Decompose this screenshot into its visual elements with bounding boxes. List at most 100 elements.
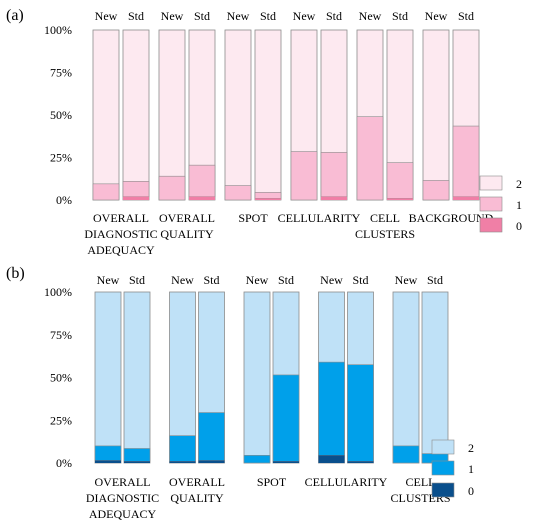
- bar-std-score-0: [387, 198, 413, 200]
- bar-new-score-1: [169, 435, 196, 462]
- y-tick-label: 25%: [50, 151, 72, 165]
- bar-new-score-0: [169, 461, 196, 463]
- category-label: CELL: [370, 211, 400, 225]
- column-label-new: New: [97, 273, 120, 287]
- column-label-new: New: [395, 273, 418, 287]
- category-label: CLUSTERS: [355, 227, 415, 241]
- panel-label: (b): [6, 265, 25, 282]
- bar-new-score-1: [318, 361, 345, 456]
- y-tick-label: 100%: [44, 23, 72, 37]
- y-tick-label: 100%: [44, 285, 72, 299]
- bar-std-score-1: [272, 374, 300, 462]
- y-tick-label: 0%: [56, 456, 72, 470]
- bar-new-score-2: [224, 29, 252, 201]
- bar-std-score-2: [123, 291, 151, 464]
- bar-std-score-1: [198, 412, 225, 461]
- column-label-std: Std: [458, 9, 474, 23]
- bar-new-score-2: [94, 291, 122, 464]
- category-label: SPOT: [238, 211, 268, 225]
- bar-std-score-1: [254, 192, 282, 199]
- y-tick-label: 50%: [50, 371, 72, 385]
- category-label: OVERALL: [95, 475, 151, 489]
- bar-new-score-2: [158, 29, 186, 201]
- bar-std-score-0: [453, 196, 479, 200]
- legend-swatch-0: [479, 217, 503, 233]
- y-tick-label: 75%: [50, 328, 72, 342]
- category-label: DIAGNOSTIC: [86, 491, 159, 505]
- legend-swatch-1: [431, 460, 455, 476]
- bar-std-score-2: [421, 291, 449, 464]
- category-label: CELLULARITY: [278, 211, 361, 225]
- column-label-new: New: [171, 273, 194, 287]
- legend-label-1: 1: [468, 462, 474, 476]
- bar-new-score-2: [92, 29, 120, 201]
- column-label-new: New: [161, 9, 184, 23]
- category-label: ADEQUACY: [89, 507, 157, 521]
- category-label: QUALITY: [170, 491, 224, 505]
- category-label: SPOT: [257, 475, 287, 489]
- column-label-new: New: [425, 9, 448, 23]
- column-label-std: Std: [278, 273, 294, 287]
- legend-label-2: 2: [468, 441, 474, 455]
- category-label: DIAGNOSTIC: [84, 227, 157, 241]
- bar-new-score-1: [92, 183, 120, 201]
- y-tick-label: 0%: [56, 193, 72, 207]
- bar-std-score-1: [320, 152, 348, 197]
- bar-new-score-2: [169, 291, 196, 464]
- column-label-std: Std: [392, 9, 408, 23]
- bar-std-score-0: [321, 196, 347, 200]
- column-label-std: Std: [352, 273, 368, 287]
- bar-new-score-0: [318, 455, 345, 463]
- bar-std-score-1: [386, 162, 414, 199]
- column-label-std: Std: [194, 9, 210, 23]
- panel-label: (a): [6, 7, 24, 24]
- column-label-std: Std: [326, 9, 342, 23]
- legend-swatch-2: [479, 175, 503, 191]
- chart-panel-b: (b) 0% 25% 50% 75% 100% New Std OVERALL DIAGNOSTI…: [6, 265, 474, 521]
- column-label-new: New: [246, 273, 269, 287]
- legend-swatch-0: [431, 482, 455, 498]
- column-label-new: New: [95, 9, 118, 23]
- bar-std-score-0: [123, 196, 149, 200]
- bar-std-score-0: [255, 198, 281, 200]
- bar-new-score-1: [158, 175, 186, 201]
- category-label: CELLULARITY: [305, 475, 388, 489]
- legend-swatch-1: [479, 196, 503, 212]
- column-label-new: New: [359, 9, 382, 23]
- bar-new-score-1: [94, 445, 122, 461]
- chart-panel-a: (a) 0% 25% 50% 75% 100% New Std OVERALL DIAGNOSTI…: [6, 7, 522, 257]
- legend-label-0: 0: [516, 219, 522, 233]
- column-label-new: New: [320, 273, 343, 287]
- bar-std-score-2: [122, 29, 150, 201]
- bar-new-score-1: [243, 455, 271, 464]
- bar-new-score-2: [243, 291, 271, 464]
- bar-new-score-1: [422, 180, 450, 201]
- y-tick-label: 75%: [50, 66, 72, 80]
- legend-label-1: 1: [516, 198, 522, 212]
- category-label: CELL: [406, 475, 436, 489]
- bar-std-score-0: [198, 460, 225, 463]
- bar-std-score-1: [452, 125, 480, 197]
- category-label: BACKGROUND: [409, 211, 494, 225]
- legend-swatch-2: [431, 439, 455, 455]
- bar-new-score-2: [392, 291, 420, 464]
- bar-new-score-1: [392, 445, 420, 464]
- bar-new-score-0: [95, 460, 121, 463]
- column-label-new: New: [293, 9, 316, 23]
- bar-std-score-1: [123, 448, 151, 462]
- bar-std-score-0: [189, 196, 215, 200]
- column-label-std: Std: [260, 9, 276, 23]
- bar-std-score-1: [347, 364, 374, 462]
- column-label-std: Std: [427, 273, 443, 287]
- y-tick-label: 50%: [50, 108, 72, 122]
- bar-std-score-2: [254, 29, 282, 201]
- column-label-std: Std: [128, 9, 144, 23]
- category-label: OVERALL: [93, 211, 149, 225]
- y-tick-label: 25%: [50, 413, 72, 427]
- bar-std-score-0: [347, 461, 374, 463]
- bar-std-score-1: [188, 164, 216, 197]
- bar-new-score-1: [290, 151, 318, 201]
- bar-std-score-0: [124, 461, 150, 463]
- column-label-std: Std: [129, 273, 145, 287]
